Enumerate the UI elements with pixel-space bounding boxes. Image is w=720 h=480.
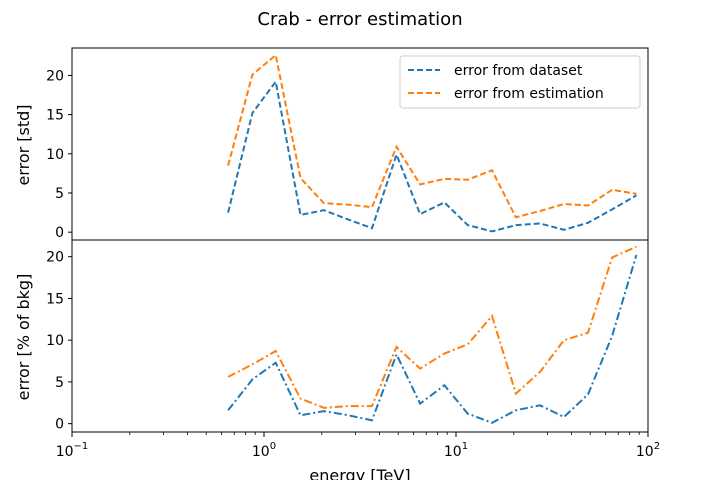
x-tick-label: 101	[444, 441, 468, 460]
legend-label: error from estimation	[454, 86, 604, 102]
legend-box	[399, 55, 641, 109]
series-line-1-1	[227, 245, 637, 409]
y-tick-label: 15	[46, 108, 64, 124]
x-tick-label: 100	[252, 441, 276, 460]
y-tick-label: 10	[46, 147, 64, 163]
y-tick-label: 20	[46, 68, 64, 84]
series-line-0-1	[227, 53, 637, 219]
series-line-0-0	[227, 79, 637, 233]
legend: error from dataset error from estimation	[399, 55, 641, 109]
axes-frame	[71, 239, 649, 433]
y-tick-label: 0	[55, 417, 64, 433]
y-tick-label: 0	[55, 225, 64, 241]
x-tick-label: 102	[636, 441, 660, 460]
series-line-1-0	[227, 254, 638, 424]
y-tick-label: 20	[46, 250, 64, 266]
lower-panel: 0 5 10 15 20 10−1 100 101 102	[46, 239, 660, 460]
x-tick-label: 10−1	[56, 441, 89, 460]
y-axis-label-upper: error [std]	[14, 104, 33, 185]
legend-label: error from dataset	[454, 63, 583, 79]
y-tick-label: 10	[46, 333, 64, 349]
chart-title: Crab - error estimation	[257, 9, 462, 30]
y-axis-label-lower: error [% of bkg]	[14, 274, 33, 401]
y-tick-label: 5	[55, 375, 64, 391]
x-axis-label: energy [TeV]	[309, 466, 410, 480]
y-tick-label: 5	[55, 186, 64, 202]
y-tick-label: 15	[46, 291, 64, 307]
